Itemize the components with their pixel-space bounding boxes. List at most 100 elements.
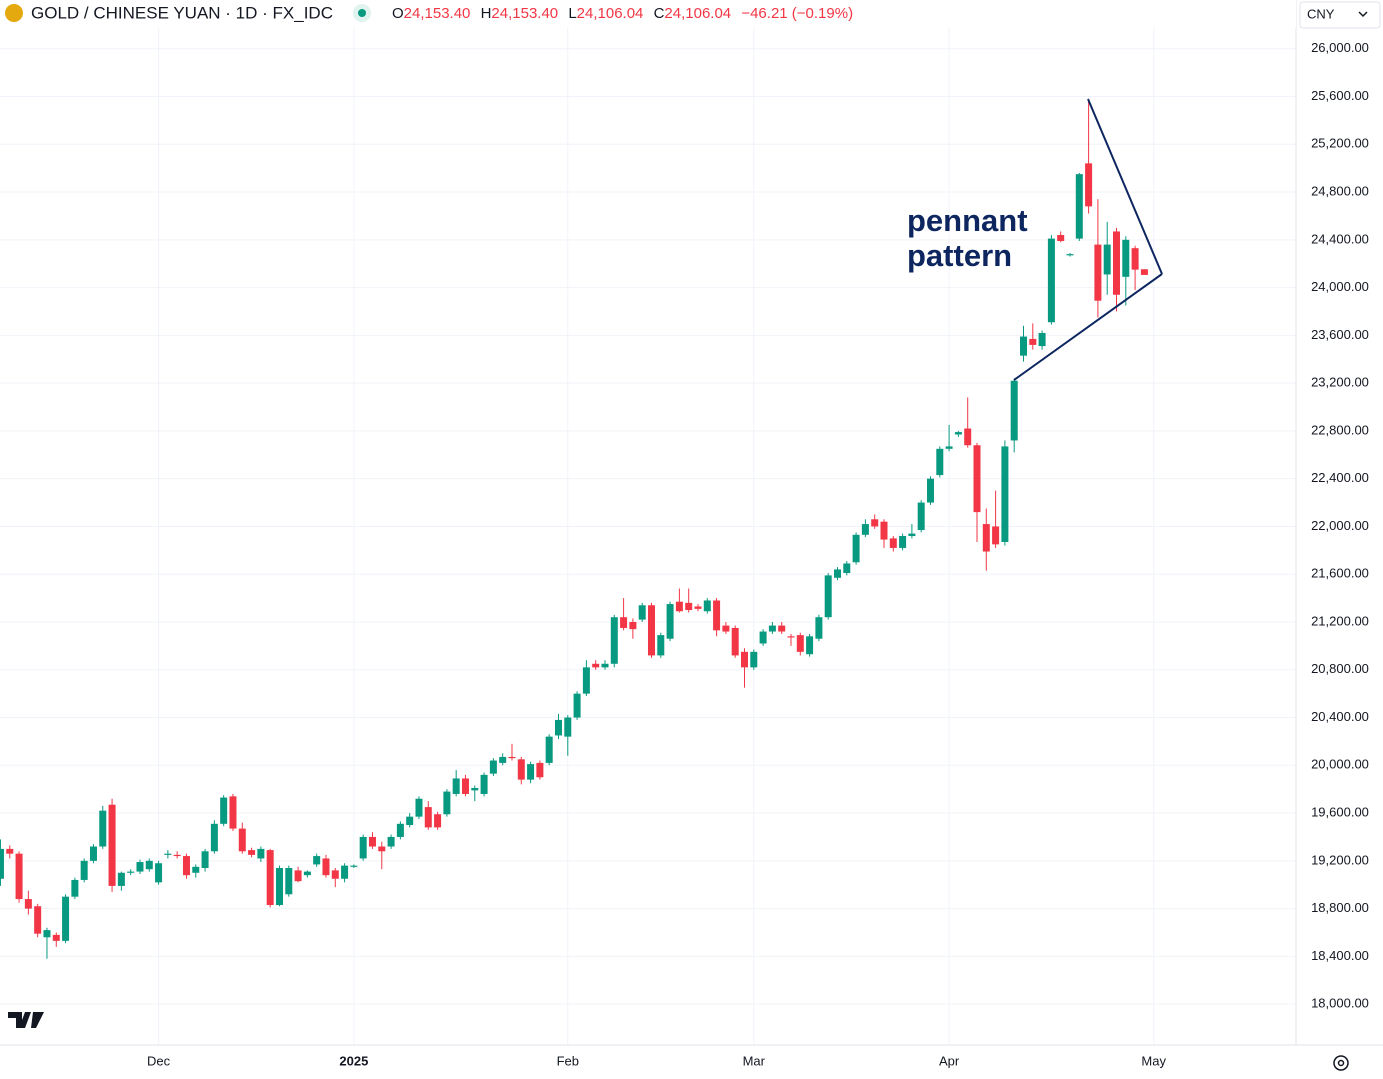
candle-body [806, 636, 814, 655]
candle-body [880, 521, 888, 540]
candle-body [359, 836, 367, 859]
candle-body [489, 760, 497, 774]
h-value: 24,153.40 [491, 5, 558, 22]
candle-body [861, 524, 869, 535]
candle-body [248, 850, 256, 855]
y-tick-label: 20,400.00 [1311, 709, 1369, 724]
candle-body [759, 631, 767, 644]
candle-body [368, 836, 376, 847]
candle-body [545, 736, 553, 763]
candle-body [294, 870, 302, 882]
candle-body [750, 651, 758, 668]
candle-body [768, 625, 776, 632]
y-tick-label: 21,200.00 [1311, 613, 1369, 628]
pennant-upper-line [1087, 98, 1163, 275]
pennant-lower-line [1013, 273, 1163, 381]
y-tick-label: 18,400.00 [1311, 948, 1369, 963]
candle-body [62, 896, 70, 941]
candle-body [266, 850, 274, 906]
candle-body [1122, 239, 1130, 277]
candle-body [824, 575, 832, 618]
x-tick-label: Mar [743, 1053, 766, 1068]
y-tick-label: 19,200.00 [1311, 852, 1369, 867]
annotation: pennant [907, 203, 1028, 238]
candle-body [173, 854, 181, 857]
candle-body [322, 858, 330, 876]
candle-body [592, 663, 600, 668]
y-tick-label: 20,800.00 [1311, 661, 1369, 676]
candle-body [443, 791, 451, 815]
candle-body [647, 605, 655, 656]
candle-body [313, 856, 321, 865]
candle-body [285, 868, 293, 895]
candle-body [936, 448, 944, 476]
candle-body [778, 625, 786, 632]
candle-body [1075, 174, 1083, 239]
candle-body [564, 717, 572, 737]
candle-body [638, 605, 646, 620]
candle-body [899, 535, 907, 548]
candle-body [582, 667, 590, 694]
candle-body [852, 534, 860, 563]
c-label: C [654, 5, 665, 22]
candles [0, 101, 1148, 959]
candle-body [0, 848, 4, 879]
x-tick-label: May [1141, 1053, 1166, 1068]
candle-body [257, 848, 265, 859]
candle-body [192, 866, 200, 873]
candle-body [508, 756, 516, 759]
y-tick-label: 24,400.00 [1311, 231, 1369, 246]
annotation: pattern [907, 238, 1012, 273]
candle-body [908, 533, 916, 536]
candle-body [117, 872, 125, 886]
o-label: O [392, 5, 404, 22]
candle-body [52, 934, 60, 941]
currency: CNY [1307, 6, 1335, 21]
candle-body [1113, 231, 1121, 295]
candle-body [461, 778, 469, 794]
l-value: 24,106.04 [577, 5, 644, 22]
candle-body [685, 602, 693, 611]
y-tick-label: 22,400.00 [1311, 470, 1369, 485]
candle-body [926, 478, 934, 503]
candle-body [15, 853, 23, 900]
ohlc: O24,153.40 H24,153.40 L24,106.04 C24,106… [392, 5, 853, 22]
candle-body [80, 860, 88, 880]
candle-body [554, 719, 562, 736]
o-value: 24,153.40 [404, 5, 471, 22]
x-tick-label: Apr [939, 1053, 960, 1068]
candle-body [954, 432, 962, 435]
candle-body [796, 635, 804, 652]
y-tick-label: 24,000.00 [1311, 279, 1369, 294]
candle-body [713, 600, 721, 631]
candle-body [1057, 235, 1065, 242]
candle-body [675, 601, 683, 612]
candle-body [992, 526, 1000, 545]
candle-body [406, 816, 414, 826]
candle-body [917, 502, 925, 531]
settings-button[interactable] [1333, 1055, 1349, 1071]
x-tick-label: 2025 [339, 1053, 368, 1068]
y-tick-label: 24,800.00 [1311, 183, 1369, 198]
candle-body [99, 810, 107, 847]
candle-body [740, 651, 748, 668]
dropdown-arrow [1358, 11, 1368, 18]
candle-body [452, 778, 460, 794]
candle-body [703, 600, 711, 612]
currency-button[interactable] [1299, 1, 1381, 29]
y-tick-label: 18,000.00 [1311, 996, 1369, 1011]
candle-body [629, 621, 637, 630]
candle-body [238, 828, 246, 852]
candle-body [666, 604, 674, 639]
y-tick-label: 18,800.00 [1311, 900, 1369, 915]
candle-body [396, 823, 404, 837]
candle-body [1103, 244, 1111, 275]
x-tick-label: Dec [147, 1053, 171, 1068]
candle-body [964, 428, 972, 446]
candle-body [536, 762, 544, 778]
symbol-icon [5, 4, 23, 22]
change: −46.21 (−0.19%) [741, 5, 853, 22]
candle-body [787, 636, 795, 638]
candle-body [43, 930, 51, 938]
candle-body [6, 848, 14, 854]
